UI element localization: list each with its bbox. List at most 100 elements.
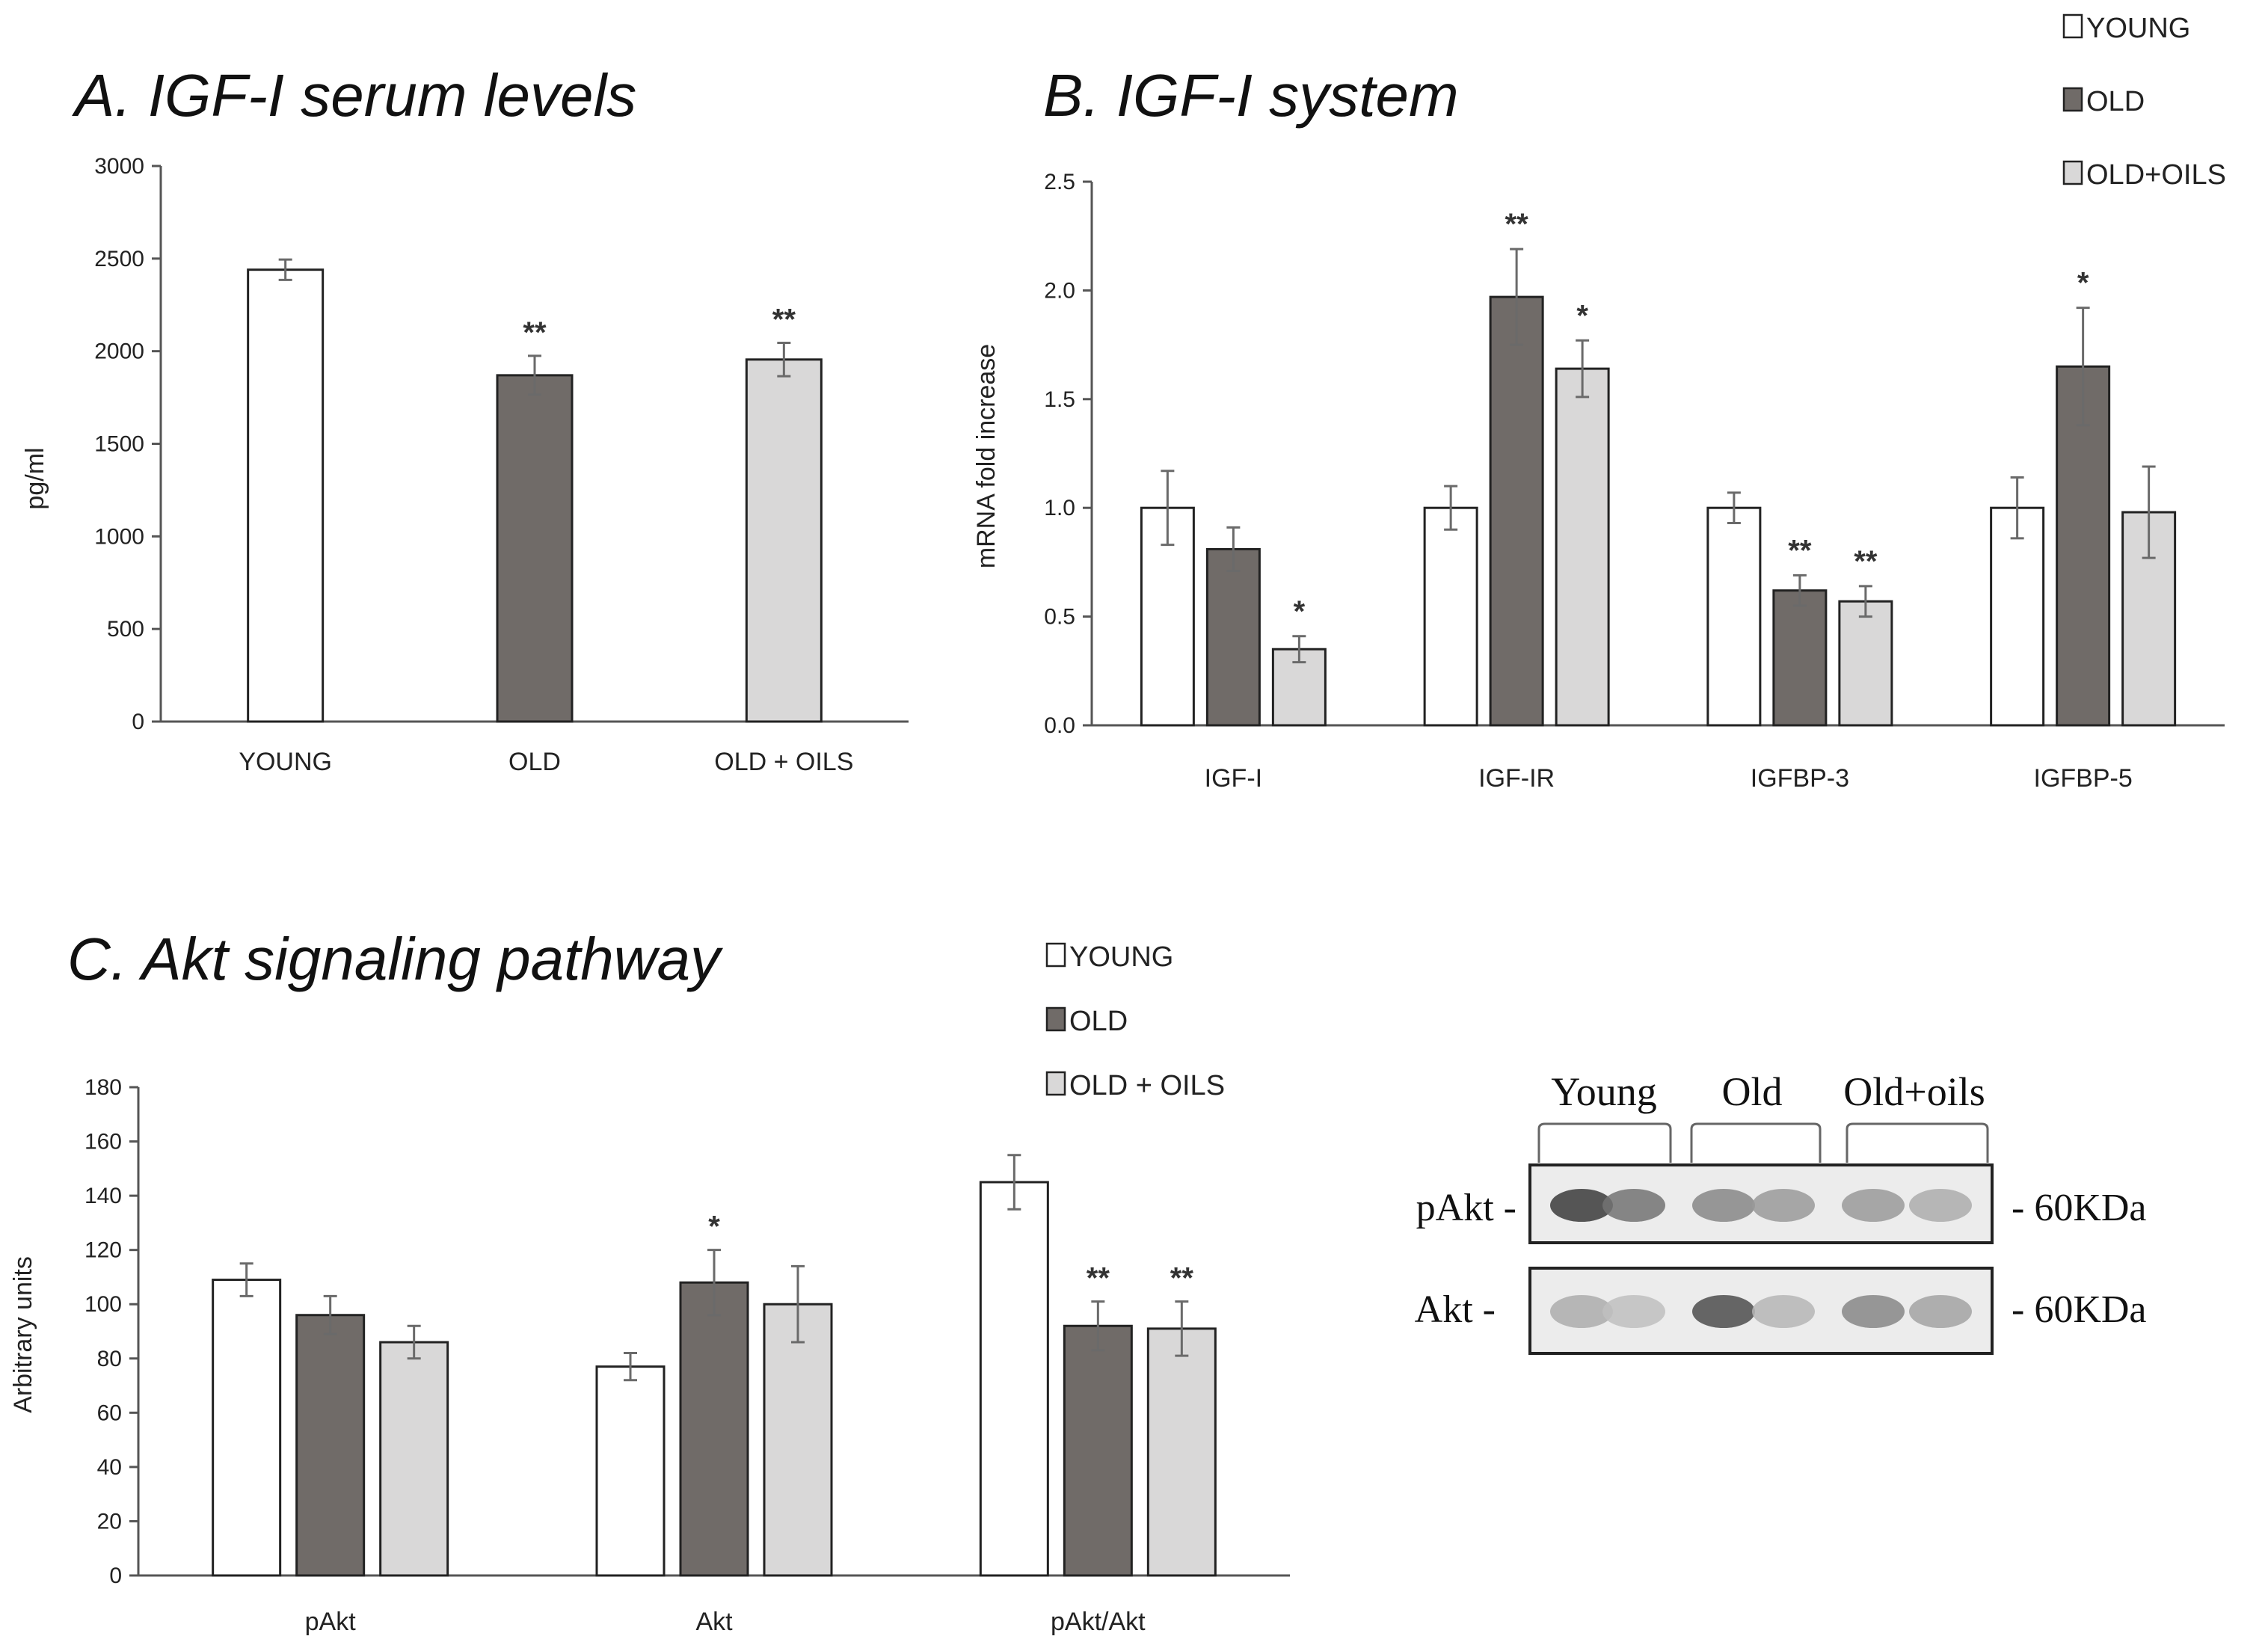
panel-c-y-tick-label: 120 (84, 1238, 122, 1263)
panel-b-legend: YOUNG OLD OLD+OILS (2062, 13, 2226, 191)
panel-b-bar (1205, 547, 1261, 727)
panel-b-y-tick-label: 1.5 (1044, 387, 1075, 412)
panel-c-significance-marker: * (708, 1211, 720, 1243)
panel-c-y-axis-label: Arbitrary units (9, 1256, 37, 1413)
western-blot-panel: Young Old Old+oils pAkt - - 60KDa Akt - … (1415, 1069, 2147, 1355)
panel-b-bar (1555, 367, 1610, 727)
panel-a-bar (496, 374, 574, 723)
panel-b-category-label: IGF-IR (1478, 764, 1555, 793)
blot-row-akt-size: - 60KDa (2012, 1288, 2147, 1331)
panel-b-category-label: IGFBP-5 (2034, 764, 2133, 793)
panel-a-category-label: YOUNG (239, 748, 332, 776)
panel-b-significance-marker: * (1576, 299, 1588, 332)
panel-c-y-tick-label: 60 (97, 1401, 122, 1425)
panel-b-significance-marker: ** (1788, 534, 1812, 567)
panel-c-y-tick-label: 40 (97, 1455, 122, 1480)
blot-band (1752, 1295, 1815, 1328)
panel-c-y-tick-label: 80 (97, 1347, 122, 1371)
panel-a-y-tick-label: 3000 (94, 154, 144, 179)
panel-b-significance-marker: ** (1854, 545, 1878, 578)
blot-band (1692, 1295, 1755, 1328)
blot-bracket-young (1537, 1122, 1672, 1163)
panel-c-bar (979, 1181, 1049, 1577)
panel-b-chart: B. IGF-I system mRNA fold increase 0.0 0.… (972, 62, 2225, 793)
panel-b-bar (1489, 295, 1544, 727)
panel-b-bar (1706, 506, 1762, 727)
blot-band (1550, 1295, 1613, 1328)
blot-group-old-label: Old (1722, 1069, 1783, 1114)
blot-bracket-oils (1846, 1122, 1989, 1163)
blot-band (1842, 1295, 1905, 1328)
blot-group-oils-label: Old+oils (1843, 1069, 1985, 1114)
panel-b-y-tick-label: 0.0 (1044, 713, 1075, 738)
panel-b-y-tick-label: 0.5 (1044, 605, 1075, 630)
panel-c-title: C. Akt signaling pathway (67, 926, 724, 992)
panel-a-category-label: OLD (508, 748, 561, 776)
legend-c-young-swatch (1045, 942, 1066, 968)
panel-c-y-tick-label: 160 (84, 1130, 122, 1155)
legend-c-oils-swatch (1045, 1071, 1066, 1096)
panel-c-plot-area: 0 20 40 60 80 100 120 140 160 180 pAkt Akt * pAkt/Akt… (84, 1075, 1290, 1636)
panel-a-y-tick-label: 500 (107, 617, 144, 642)
panel-c-significance-marker: ** (1170, 1262, 1194, 1295)
panel-a-y-tick-label: 1500 (94, 432, 144, 457)
panel-c-y-tick-label: 20 (97, 1509, 122, 1534)
blot-bands-pakt (1550, 1189, 1972, 1222)
panel-c-category-label: pAkt/Akt (1051, 1608, 1146, 1636)
legend-c-oils-label: OLD + OILS (1069, 1070, 1225, 1101)
panel-b-category-label: IGFBP-3 (1751, 764, 1849, 793)
legend-b-oils-swatch (2062, 160, 2083, 185)
panel-c-bar (212, 1279, 282, 1577)
panel-a-y-tick-label: 1000 (94, 524, 144, 549)
blot-band (1550, 1189, 1613, 1222)
panel-a-bar (745, 358, 823, 723)
legend-c-old-label: OLD (1069, 1006, 1128, 1037)
panel-c-chart: C. Akt signaling pathway Arbitrary units… (9, 926, 1290, 1636)
panel-a-significance-marker: ** (523, 316, 547, 349)
panel-c-y-tick-label: 140 (84, 1184, 122, 1208)
panel-a-significance-marker: ** (772, 304, 796, 336)
panel-b-bar (1423, 506, 1478, 727)
panel-b-y-tick-label: 2.0 (1044, 278, 1075, 303)
panel-c-y-tick-label: 0 (109, 1564, 122, 1588)
legend-b-oils-label: OLD+OILS (2086, 159, 2226, 191)
panel-a-plot-area: 0 500 1000 1500 2000 2500 3000 YOUNG OLD ** OLD + … (94, 154, 909, 776)
panel-c-bar (1146, 1327, 1217, 1577)
blot-band (1602, 1189, 1665, 1222)
blot-row-pakt-size: - 60KDa (2012, 1187, 2147, 1229)
panel-b-bar (1838, 600, 1893, 727)
blot-band (1752, 1189, 1815, 1222)
panel-c-legend: YOUNG OLD OLD + OILS (1045, 941, 1225, 1101)
blot-group-young-label: Young (1551, 1069, 1657, 1114)
panel-a-chart: A. IGF-I serum levels pg/ml 0 500 1000 1500… (21, 62, 909, 776)
panel-b-bar (1990, 506, 2045, 727)
legend-b-old-swatch (2062, 87, 2083, 112)
blot-band (1692, 1189, 1755, 1222)
blot-band (1602, 1295, 1665, 1328)
blot-bands-akt (1550, 1295, 1972, 1328)
panel-a-title: A. IGF-I serum levels (72, 62, 636, 129)
legend-b-young-label: YOUNG (2086, 13, 2190, 44)
panel-b-significance-marker: * (2077, 267, 2089, 300)
legend-b-young-swatch (2062, 13, 2083, 39)
panel-c-bar (763, 1303, 833, 1577)
panel-c-y-tick-label: 180 (84, 1075, 122, 1100)
panel-a-y-tick-label: 0 (132, 710, 144, 734)
blot-bracket-old (1690, 1122, 1822, 1163)
panel-c-category-label: pAkt (305, 1608, 357, 1636)
panel-b-y-axis-label: mRNA fold increase (972, 344, 1001, 568)
panel-b-significance-marker: * (1294, 595, 1306, 628)
blot-band (1842, 1189, 1905, 1222)
panel-b-plot-area: 0.00.51.01.52.02.5IGF-I*IGF-IR***IGFBP-3… (1044, 170, 2225, 793)
blot-band (1909, 1189, 1972, 1222)
panel-c-bar (379, 1341, 449, 1577)
blot-row-pakt-label: pAkt - (1416, 1187, 1516, 1229)
panel-c-category-label: Akt (695, 1608, 733, 1636)
panel-c-bar (679, 1281, 749, 1577)
legend-b-old-label: OLD (2086, 86, 2145, 117)
panel-c-bar (595, 1365, 666, 1577)
panel-c-bar (1063, 1324, 1133, 1577)
panel-b-category-label: IGF-I (1205, 764, 1262, 793)
panel-c-bar (295, 1314, 366, 1577)
